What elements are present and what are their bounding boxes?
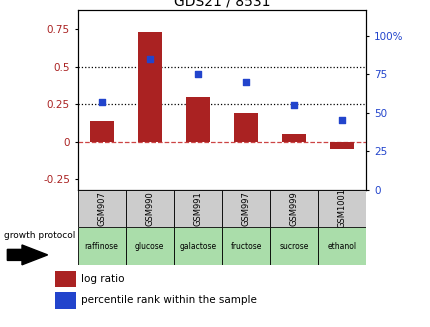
Bar: [233, 113, 258, 142]
Bar: [173, 227, 221, 265]
Text: ethanol: ethanol: [327, 242, 356, 250]
Text: galactose: galactose: [179, 242, 216, 250]
Text: sucrose: sucrose: [279, 242, 308, 250]
Text: fructose: fructose: [230, 242, 261, 250]
Text: glucose: glucose: [135, 242, 164, 250]
Bar: [185, 97, 209, 142]
Bar: [270, 190, 317, 227]
Text: GSM907: GSM907: [97, 191, 106, 226]
Point: [194, 72, 201, 77]
Bar: [77, 190, 126, 227]
Bar: [317, 227, 366, 265]
Bar: [138, 32, 161, 142]
Bar: [282, 134, 305, 142]
Bar: [77, 227, 126, 265]
Title: GDS21 / 8531: GDS21 / 8531: [173, 0, 270, 9]
Bar: [329, 142, 353, 149]
Point: [242, 79, 249, 85]
Bar: [126, 190, 173, 227]
Text: GSM999: GSM999: [289, 191, 298, 226]
Text: raffinose: raffinose: [85, 242, 118, 250]
Bar: [55, 292, 75, 309]
Bar: [270, 227, 317, 265]
Bar: [126, 227, 173, 265]
Text: GSM991: GSM991: [193, 191, 202, 226]
Text: growth protocol: growth protocol: [3, 231, 75, 240]
Point: [338, 118, 345, 123]
Text: percentile rank within the sample: percentile rank within the sample: [81, 296, 256, 305]
Bar: [89, 121, 114, 142]
Text: GSM1001: GSM1001: [337, 188, 346, 229]
Bar: [55, 271, 75, 287]
Point: [290, 102, 297, 108]
Bar: [221, 227, 270, 265]
Point: [98, 99, 105, 105]
Bar: [221, 190, 270, 227]
Bar: [317, 190, 366, 227]
Text: log ratio: log ratio: [81, 274, 124, 284]
FancyArrow shape: [7, 245, 47, 265]
Text: GSM990: GSM990: [145, 191, 154, 226]
Point: [146, 56, 153, 61]
Text: GSM997: GSM997: [241, 191, 250, 226]
Bar: [173, 190, 221, 227]
